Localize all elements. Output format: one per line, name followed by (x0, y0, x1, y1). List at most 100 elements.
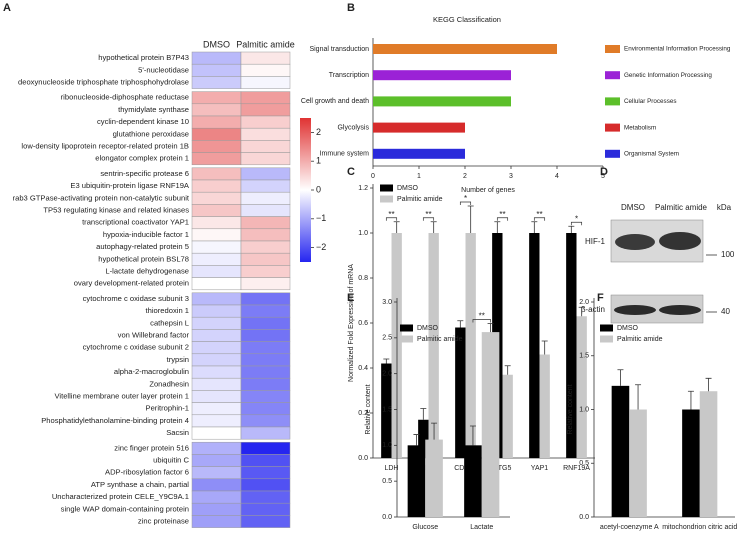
heat-cell (240, 353, 291, 367)
heat-cell (240, 466, 291, 480)
legend-label: Metabolism (624, 124, 656, 131)
row-label: ribonucleoside-diphosphate reductase (61, 93, 189, 102)
row-label: hypothetical protein BSL78 (98, 254, 189, 263)
row-label: deoxynucleoside triphosphate triphosphoh… (18, 78, 189, 87)
row-label: hypothetical protein B7P43 (98, 53, 189, 62)
heat-cell (240, 204, 291, 217)
heat-cell (191, 204, 242, 217)
significance-label: ** (499, 210, 505, 219)
legend-label: Palmitic amide (397, 196, 443, 203)
y-tick-label: 1.0 (579, 406, 589, 413)
heat-cell (240, 515, 291, 528)
error-bar (504, 365, 511, 375)
heat-cell (240, 490, 291, 504)
legend-label: Environmental Information Processing (624, 46, 731, 53)
bar (611, 385, 630, 517)
x-tick-label: 0 (371, 173, 375, 180)
error-bar (687, 390, 694, 410)
error-bar (383, 358, 390, 364)
heat-cell (240, 390, 291, 403)
heat-cell (191, 167, 242, 181)
row-label: L-lactate dehydrogenase (105, 267, 189, 276)
bar (373, 148, 465, 159)
heat-cell (240, 304, 291, 318)
heat-cell (191, 127, 242, 141)
blot-column: DMSO (621, 203, 645, 212)
x-tick-label: mitochondrion citric acid (662, 524, 737, 531)
error-bar (431, 422, 438, 440)
heat-cell (191, 115, 242, 129)
blot-row: HIF-1 (585, 237, 606, 246)
legend-swatch (600, 335, 613, 343)
heat-cell (191, 414, 242, 428)
row-label: thioredoxin 1 (146, 306, 189, 315)
row-label: ovary development-related protein (74, 279, 189, 288)
error-bar (430, 221, 437, 233)
y-tick-label: Cell growth and death (301, 98, 369, 105)
row-label: trypsin (167, 355, 189, 364)
heat-cell (191, 454, 242, 467)
error-bar (487, 323, 494, 333)
row-label: Sacsin (166, 428, 189, 437)
x-tick-label: YAP1 (531, 465, 548, 472)
blot-unit: kDa (717, 203, 732, 212)
heat-cell (191, 426, 242, 440)
legend-swatch (380, 184, 393, 192)
row-label: 5'-nucleotidase (138, 65, 189, 74)
x-tick-label: 3 (509, 173, 513, 180)
blot-column: Palmitic amide (655, 203, 708, 212)
legend-label: DMSO (417, 325, 439, 332)
significance-bracket (459, 201, 472, 205)
x-axis-label: Number of genes (461, 187, 515, 194)
heat-cell (191, 353, 242, 367)
colorbar-tick-label: 2 (316, 127, 321, 137)
y-tick-label: 0.0 (579, 514, 589, 521)
heat-cell (191, 228, 242, 242)
y-axis-label: Normalized Fold Expression of mRNA (348, 264, 355, 382)
heat-cell (191, 329, 242, 342)
heat-cell (240, 441, 291, 455)
error-bar (705, 377, 712, 392)
bar (539, 354, 550, 458)
heat-cell (191, 402, 242, 416)
bar (407, 445, 426, 517)
bar (576, 316, 587, 458)
heat-cell (191, 441, 242, 455)
bar (566, 233, 577, 458)
y-tick-label: Glycolysis (337, 124, 369, 131)
y-tick-label: 1.5 (382, 406, 392, 413)
error-bar (413, 434, 420, 446)
heat-cell (191, 377, 242, 391)
heat-cell (240, 316, 291, 330)
error-bar (578, 306, 585, 317)
heat-cell (191, 140, 242, 153)
heat-cell (191, 152, 242, 166)
significance-label: ** (425, 210, 431, 219)
x-tick-label: 4 (555, 173, 559, 180)
error-bar (531, 221, 538, 233)
significance-bracket (570, 221, 583, 226)
significance-bracket (385, 217, 398, 221)
bar (373, 122, 465, 133)
y-tick-label: 3.0 (382, 299, 392, 306)
panel-label: D (600, 166, 608, 178)
row-label: ADP-ribosylation factor 6 (105, 468, 189, 477)
heat-cell (240, 51, 291, 65)
row-label: elongator complex protein 1 (95, 154, 189, 163)
heat-cell (191, 265, 242, 278)
heat-cell (191, 478, 242, 492)
error-bar (617, 369, 624, 386)
bar (373, 44, 557, 54)
colorbar (300, 118, 311, 262)
legend-swatch (605, 123, 620, 132)
legend-swatch (400, 335, 413, 343)
y-tick-label: 2.0 (382, 371, 392, 378)
heat-cell (191, 341, 242, 355)
heat-cell (191, 365, 242, 379)
heat-cell (191, 76, 242, 89)
heat-cell (191, 515, 242, 528)
bar (425, 439, 443, 517)
legend-label: DMSO (617, 325, 639, 332)
significance-bracket (472, 319, 491, 323)
